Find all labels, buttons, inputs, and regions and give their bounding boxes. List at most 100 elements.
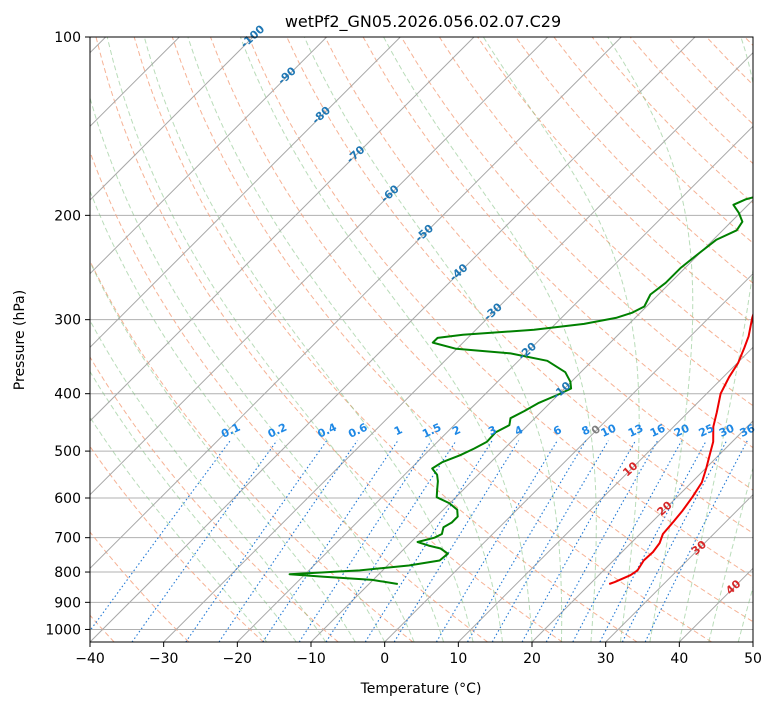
mixing-ratio-line: [467, 440, 587, 642]
mixing-ratio-label: 10: [599, 421, 619, 439]
y-tick-label: 800: [54, 565, 81, 581]
moist-adiabat-line: [737, 585, 753, 642]
y-tick-label: 500: [54, 444, 81, 460]
moist-adiabat-line: [143, 37, 474, 642]
y-tick-label: 300: [54, 313, 81, 329]
dry-adiabat-line: [210, 37, 753, 623]
moist-adiabat-line: [90, 189, 386, 642]
y-tick-label: 900: [54, 595, 81, 611]
isotherm-line: [90, 37, 475, 422]
isotherm-line: [90, 37, 254, 201]
x-tick-label: 10: [449, 651, 467, 667]
y-axis-ticks: 100 200 300 400 500 600 700 800 900 1000: [45, 30, 90, 638]
dry-adiabat-line: [248, 37, 753, 578]
isotherm-line: [90, 37, 549, 496]
mixing-ratio-line: [262, 440, 399, 642]
dry-adiabat-line: [90, 150, 488, 642]
x-tick-label: −10: [296, 651, 326, 667]
isotherm-line: [531, 420, 753, 642]
dry-adiabat-line: [133, 37, 638, 642]
x-tick-label: 20: [523, 651, 541, 667]
mixing-ratio-line: [435, 440, 558, 642]
isotherm-line: [90, 37, 328, 275]
moist-adiabat-line: [90, 319, 327, 642]
mixing-ratio-labels: 0.1 0.2 0.4 0.6 1 1.5 2 3 4 6 8 10 13 16 20 25 30 36: [219, 421, 757, 441]
dry-adiabat-line: [400, 37, 753, 407]
dry-adiabat-line: [95, 37, 563, 642]
moist-adiabats: [90, 37, 753, 642]
mixing-ratio-line: [393, 440, 520, 642]
mixing-ratio-line: [644, 440, 748, 642]
y-tick-label: 600: [54, 491, 81, 507]
y-tick-label: 100: [54, 30, 81, 46]
x-tick-label: −20: [223, 651, 253, 667]
moist-adiabat-line: [482, 37, 640, 642]
mixing-ratio-line: [185, 440, 328, 642]
isotherm-line: [90, 37, 696, 642]
x-tick-label: 30: [597, 651, 615, 667]
mixing-ratio-line: [131, 440, 278, 642]
y-axis-label: Pressure (hPa): [12, 290, 28, 390]
profile-series: [288, 196, 753, 585]
x-tick-label: 0: [380, 651, 389, 667]
skewed-isotherms: [90, 37, 753, 642]
mixing-ratio-line: [572, 440, 683, 642]
mixing-ratio-label: 25: [697, 422, 716, 440]
mixing-ratio-line: [298, 440, 432, 642]
mixing-ratio-label: 16: [648, 421, 668, 439]
x-tick-label: 40: [670, 651, 688, 667]
dry-adiabat-line: [438, 37, 753, 366]
y-tick-label: 700: [54, 531, 81, 547]
x-axis-label: Temperature (°C): [360, 681, 482, 697]
x-axis-ticks: −40 −30 −20 −10 0 10 20 30 40 50: [75, 642, 762, 667]
x-tick-label: −30: [149, 651, 179, 667]
isotherm-line: [236, 125, 753, 642]
y-tick-label: 400: [54, 387, 81, 403]
plot-frame: [89, 36, 754, 643]
isotherm-line: [90, 37, 622, 570]
mixing-ratio-label: 30: [717, 421, 737, 439]
moist-adiabat-line: [708, 466, 753, 642]
moist-adiabat-line: [106, 37, 445, 642]
mixing-ratio-line: [325, 440, 457, 642]
mixing-ratio-line: [90, 440, 231, 632]
moist-adiabat-line: [607, 37, 694, 642]
dry-adiabats: [90, 37, 753, 642]
dry-adiabat-line: [171, 37, 712, 642]
moist-adiabat-line: [303, 37, 563, 642]
mixing-ratio-label: 20: [672, 421, 692, 439]
isotherm-line: [752, 641, 753, 642]
mixing-ratio-line: [364, 440, 493, 642]
pressure-gridlines: [90, 36, 753, 630]
isotherm-line: [163, 51, 753, 642]
isotherm-line: [605, 493, 753, 642]
mixing-ratio-label: 13: [626, 422, 645, 440]
moist-adiabat-line: [239, 37, 533, 642]
temperature-profile-line: [608, 311, 753, 585]
isotherm-line: [90, 37, 401, 349]
isotherm-line: [384, 272, 753, 642]
dry-adiabat-line: [90, 531, 190, 642]
mixing-ratio-line: [521, 440, 637, 642]
chart-title: wetPf2_GN05.2026.056.02.07.C29: [285, 12, 561, 32]
moist-adiabat-line: [90, 260, 356, 642]
mixing-ratio-lines: [90, 440, 748, 642]
dry-adiabat-line: [90, 356, 339, 642]
isotherm-line: [457, 346, 753, 642]
dry-adiabat-line: [515, 37, 753, 284]
x-tick-label: −40: [75, 651, 105, 667]
dewpoint-profile-line: [288, 196, 753, 585]
x-tick-label: 50: [744, 651, 762, 667]
moist-adiabat-line: [678, 37, 753, 642]
moist-adiabat-line: [90, 416, 268, 642]
moist-adiabat-line: [383, 37, 597, 642]
mixing-ratio-line: [545, 440, 659, 642]
moist-adiabat-line: [187, 37, 503, 642]
mixing-ratio-label: 36: [738, 421, 758, 439]
y-tick-label: 1000: [45, 622, 81, 638]
mixing-ratio-line: [491, 440, 609, 642]
dry-adiabat-line: [90, 445, 264, 642]
y-tick-label: 200: [54, 208, 81, 224]
isotherm-line: [310, 199, 753, 642]
